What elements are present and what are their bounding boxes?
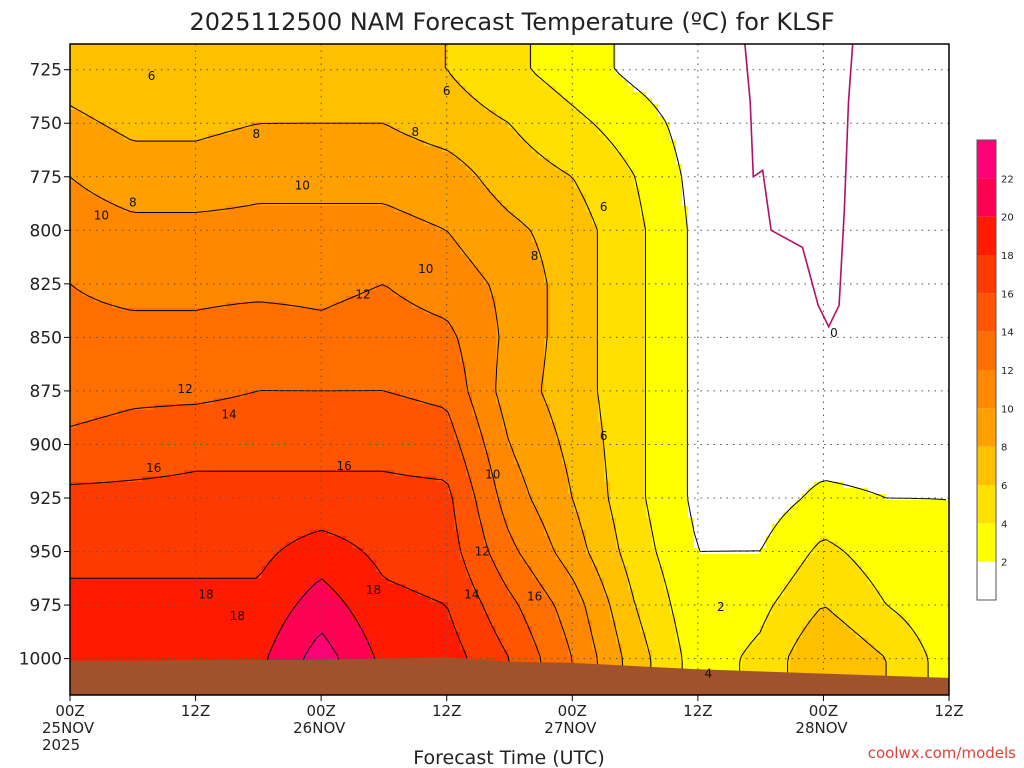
- contour-label: 8: [129, 195, 137, 209]
- y-tick-label: 825: [30, 275, 62, 295]
- x-tick-label: 12Z: [432, 702, 461, 720]
- contour-label: 8: [252, 127, 260, 141]
- x-tick-label: 2025: [42, 736, 80, 754]
- colorbar-swatch: [977, 408, 996, 447]
- x-tick-label: 28NOV: [795, 719, 848, 737]
- y-tick-label: 775: [30, 168, 62, 188]
- contour-label: 18: [230, 609, 245, 623]
- colorbar-swatch: [977, 485, 996, 524]
- colorbar-tick-label: 20: [1001, 213, 1014, 224]
- y-tick-label: 850: [30, 328, 62, 348]
- contour-label: 6: [148, 69, 156, 83]
- colorbar-swatch: [977, 178, 996, 217]
- colorbar-swatch: [977, 561, 996, 600]
- colorbar-tick-label: 18: [1001, 251, 1014, 262]
- contour-label: 10: [295, 178, 310, 192]
- colorbar-swatch: [977, 331, 996, 370]
- contour-label: 10: [418, 262, 433, 276]
- colorbar-tick-label: 2: [1001, 558, 1007, 569]
- colorbar-swatch: [977, 255, 996, 294]
- plot-gridlines: [70, 44, 949, 695]
- temperature-field: [70, 44, 950, 696]
- freezing-line: [744, 43, 854, 329]
- colorbar-tick-label: 14: [1001, 328, 1014, 339]
- x-tick-label: 12Z: [181, 702, 210, 720]
- contour-label: 16: [527, 589, 542, 603]
- contour-label: 12: [177, 382, 192, 396]
- colorbar-tick-label: 10: [1001, 404, 1014, 415]
- pressure-axis: 725 750 775 800 825 850 875 900 925 950 975 1000: [19, 61, 70, 670]
- x-tick-label: 00Z: [809, 702, 838, 720]
- plot-frame: [69, 43, 950, 696]
- credit-text: coolwx.com/models: [868, 744, 1016, 762]
- contour-label: 14: [464, 587, 479, 601]
- x-tick-label: 25NOV: [42, 719, 95, 737]
- colorbar-swatch: [977, 370, 996, 409]
- y-tick-label: 750: [30, 114, 62, 134]
- colorbar-tick-label: 6: [1001, 481, 1007, 492]
- contour-label: 12: [475, 545, 490, 559]
- contour-label: 18: [366, 583, 381, 597]
- y-tick-label: 800: [30, 221, 62, 241]
- contour-label: 6: [600, 200, 608, 214]
- contour-label: 8: [412, 125, 420, 139]
- colorbar-swatch: [977, 140, 996, 179]
- y-tick-label: 1000: [19, 650, 62, 670]
- y-tick-label: 875: [30, 382, 62, 402]
- contour-label: 8: [531, 249, 539, 263]
- isotherm-contours: [69, 44, 947, 692]
- colorbar-swatch: [977, 446, 996, 485]
- y-tick-label: 900: [30, 435, 62, 455]
- x-tick-label: 00Z: [55, 702, 84, 720]
- contour-label: 16: [337, 459, 352, 473]
- colorbar-tick-label: 8: [1001, 443, 1007, 454]
- x-tick-label: 26NOV: [293, 719, 346, 737]
- contour-label: 14: [221, 407, 236, 421]
- ground-terrain: [70, 657, 949, 695]
- contour-label: 2: [717, 600, 725, 614]
- colorbar-tick-label: 16: [1001, 289, 1014, 300]
- contour-label: 6: [600, 429, 608, 443]
- contour-label: 4: [705, 667, 713, 681]
- y-tick-label: 950: [30, 543, 62, 563]
- contour-label: 12: [355, 288, 370, 302]
- y-tick-label: 925: [30, 489, 62, 509]
- contour-label: 10: [94, 208, 109, 222]
- y-tick-label: 725: [30, 61, 62, 81]
- colorbar-swatch: [977, 293, 996, 332]
- x-tick-label: 12Z: [934, 702, 963, 720]
- contour-label: 6: [443, 84, 451, 98]
- colorbar-swatch: [977, 216, 996, 255]
- contour-label: 16: [146, 461, 161, 475]
- contour-labels: 6 6 8 8 10 8 10 6 8 10 12 0 12 14 6 16 16 10 12 2 14 16 18 18 18…: [94, 69, 838, 680]
- colorbar-frame: [976, 139, 997, 601]
- x-axis-label: Forecast Time (UTC): [413, 747, 604, 768]
- contour-label: 10: [485, 467, 500, 481]
- colorbar-tick-label: 4: [1001, 519, 1007, 530]
- chart-title: 2025112500 NAM Forecast Temperature (ºC)…: [189, 8, 834, 36]
- colorbar-swatch: [977, 523, 996, 562]
- y-tick-label: 975: [30, 596, 62, 616]
- x-tick-label: 12Z: [683, 702, 712, 720]
- colorbar-tick-label: 22: [1001, 174, 1014, 185]
- colorbar-tick-label: 12: [1001, 366, 1014, 377]
- x-tick-label: 27NOV: [544, 719, 597, 737]
- x-tick-label: 00Z: [306, 702, 335, 720]
- colorbar-legend: 2 4 6 8 10 12 14 16 18 20 22: [976, 139, 1014, 601]
- x-tick-label: 00Z: [558, 702, 587, 720]
- contour-label: 18: [198, 587, 213, 601]
- contour-label: 0: [830, 326, 838, 340]
